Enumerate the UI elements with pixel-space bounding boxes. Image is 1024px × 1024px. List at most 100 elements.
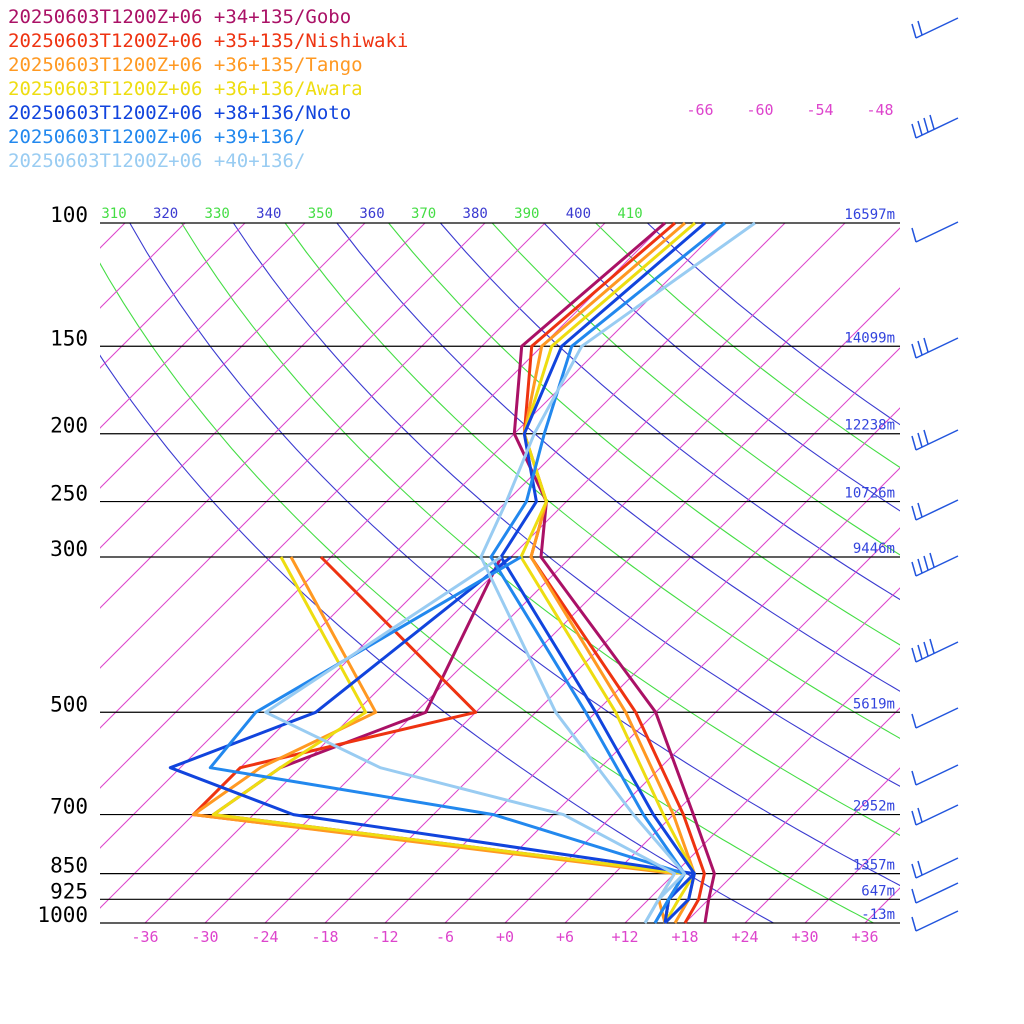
wind-barb	[911, 429, 959, 451]
isotherm-line	[100, 222, 606, 729]
isotherm-line	[264, 287, 900, 924]
pressure-label: 250	[50, 482, 88, 506]
pressure-label: 200	[50, 414, 88, 438]
barb-staff	[915, 337, 959, 359]
upper-temp-label: -48	[866, 101, 893, 119]
barb-feather	[911, 435, 917, 451]
barb-staff	[915, 555, 959, 577]
theta-label: 360	[359, 206, 384, 222]
x-tick-label: +18	[671, 928, 698, 946]
upper-temp-label: -60	[746, 101, 773, 119]
pressure-label: 100	[50, 203, 88, 227]
barb-staff	[915, 764, 959, 786]
barb-feather	[917, 807, 923, 823]
isotherm-line	[504, 527, 900, 924]
isotherm-line	[204, 227, 900, 924]
theta-line	[595, 222, 900, 469]
wind-barb	[911, 638, 959, 663]
barb-feather	[911, 770, 917, 786]
potential-temperature-lines	[100, 222, 900, 924]
theta-label: 340	[256, 206, 281, 222]
barb-feather	[911, 713, 917, 729]
dewpoint-profile	[211, 556, 686, 924]
legend-entry: 20250603T1200Z+06 +36+136/Awara	[8, 78, 363, 100]
isotherm-line	[744, 767, 900, 924]
wind-barb	[911, 499, 959, 521]
x-tick-label: +6	[556, 928, 574, 946]
isotherm-line	[100, 222, 726, 849]
upper-temp-label: -54	[806, 101, 833, 119]
barb-feather	[923, 429, 929, 445]
x-tick-label: +24	[731, 928, 758, 946]
x-tick-label: -18	[311, 928, 338, 946]
theta-line	[388, 222, 900, 646]
theta-line	[543, 222, 900, 512]
pressure-label: 850	[50, 854, 88, 878]
barb-staff	[915, 117, 959, 139]
isobar-lines	[100, 222, 900, 924]
barb-feather	[911, 23, 917, 39]
wind-barb	[911, 221, 959, 243]
legend: 20250603T1200Z+06 +34+135/Gobo20250603T1…	[8, 6, 408, 172]
dewpoint-profile	[264, 555, 676, 924]
isotherm-line	[100, 222, 546, 669]
barb-staff	[915, 429, 959, 451]
isotherm-line	[100, 222, 486, 609]
barb-feather	[917, 20, 923, 36]
barb-feather	[917, 120, 923, 136]
barb-staff	[915, 857, 959, 879]
wind-barb	[911, 804, 959, 826]
theta-label: 330	[205, 206, 230, 222]
isotherm-line	[444, 467, 900, 924]
barb-feather	[911, 888, 917, 904]
barb-feather	[917, 340, 923, 356]
barb-feather	[917, 644, 923, 660]
height-label: 2952m	[853, 799, 895, 815]
wind-barb	[911, 552, 959, 577]
barb-feather	[923, 641, 929, 657]
isotherm-line	[100, 222, 186, 309]
barb-feather	[929, 114, 935, 130]
theta-label: 410	[617, 206, 642, 222]
wind-barbs	[911, 17, 959, 932]
barb-staff	[915, 221, 959, 243]
temperature-profile	[479, 221, 756, 924]
legend-entry: 20250603T1200Z+06 +35+135/Nishiwaki	[8, 30, 408, 52]
x-tick-label: -36	[131, 928, 158, 946]
height-label: 16597m	[844, 207, 895, 223]
isotherm-line	[100, 222, 786, 909]
theta-label: 400	[566, 206, 591, 222]
theta-label: 370	[411, 206, 436, 222]
x-tick-label: -24	[251, 928, 278, 946]
barb-feather	[911, 123, 917, 139]
theta-line	[439, 222, 900, 601]
isotherm-line	[864, 887, 900, 924]
height-label: 647m	[861, 883, 895, 899]
height-label: 9446m	[853, 541, 895, 557]
pressure-label: 500	[50, 692, 88, 716]
theta-label: 320	[153, 206, 178, 222]
barb-feather	[911, 810, 917, 826]
isotherm-line	[564, 587, 900, 924]
barb-staff	[915, 910, 959, 932]
height-label: 1357m	[853, 858, 895, 874]
barb-staff	[915, 641, 959, 663]
theta-line	[100, 354, 774, 924]
height-label: 10726m	[844, 486, 895, 502]
barb-feather	[923, 337, 929, 353]
barb-staff	[915, 804, 959, 826]
wind-barb	[911, 882, 959, 904]
legend-entry: 20250603T1200Z+06 +34+135/Gobo	[8, 6, 351, 28]
x-tick-label: -6	[436, 928, 454, 946]
barb-staff	[915, 707, 959, 729]
legend-entry: 20250603T1200Z+06 +38+136/Noto	[8, 102, 351, 124]
barb-feather	[917, 558, 923, 574]
theta-label: 350	[308, 206, 333, 222]
dewpoint-profile	[208, 555, 686, 924]
wind-barb	[911, 857, 959, 879]
barb-feather	[917, 860, 923, 876]
theta-label: 310	[101, 206, 126, 222]
dewpoint-profile	[211, 556, 686, 924]
barb-feather	[911, 863, 917, 879]
barb-feather	[911, 647, 917, 663]
